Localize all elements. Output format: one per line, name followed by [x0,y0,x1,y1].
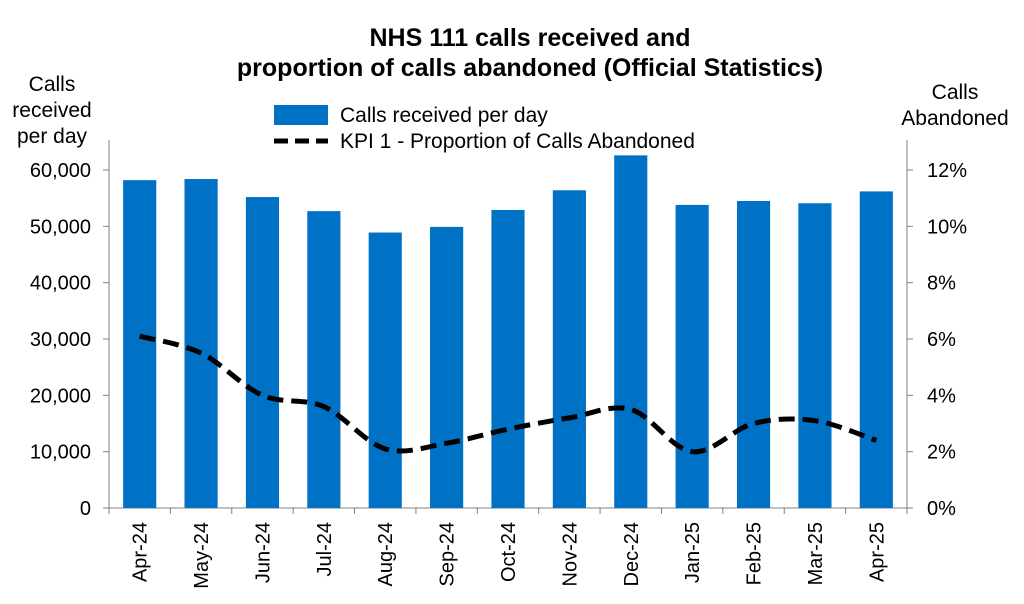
right-tick-label: 4% [927,385,956,407]
bar [552,190,586,508]
left-tick-label: 40,000 [30,273,91,295]
left-axis-label-line-2: received [12,99,91,122]
abandoned-line-group [139,333,878,455]
x-tick-label: Mar-25 [805,522,827,585]
x-tick-label: May-24 [191,522,213,589]
chart-title-line-1: NHS 111 calls received and [369,24,690,52]
right-axis-label-line-2: Abandoned [901,107,1008,130]
x-tick-label: Nov-24 [559,522,581,586]
right-tick-label: 6% [927,329,956,351]
bar [245,197,280,509]
left-tick-label: 50,000 [30,216,91,238]
x-tick-label: Jan-25 [682,522,704,583]
right-axis-label-line-1: Calls [932,81,979,104]
x-tick-label: Feb-25 [744,522,766,585]
bar [430,226,464,508]
x-tick-label: Aug-24 [375,522,397,587]
bar [368,232,402,508]
left-tick-label: 20,000 [30,385,91,407]
bar [798,203,832,508]
left-axis-label-line-3: per day [17,125,88,148]
x-tick-label: Jul-24 [314,522,336,576]
legend-label-kpi1: KPI 1 - Proportion of Calls Abandoned [340,130,695,153]
left-tick-label: 60,000 [30,160,91,182]
x-tick-label: Jun-24 [252,522,274,583]
right-tick-label: 10% [927,216,967,238]
x-tick-label: Sep-24 [437,522,459,587]
tick-labels: 0 10,000 20,000 30,000 40,000 50,000 60,000 0% 2… [30,160,967,589]
bar [123,180,157,508]
x-tick-label: Dec-24 [621,522,643,586]
bar [491,209,525,508]
legend: Calls received per day KPI 1 - Proportio… [274,104,695,153]
left-axis-label-line-1: Calls [29,73,76,96]
bar [614,155,648,508]
left-tick-label: 0 [80,498,91,520]
right-tick-label: 2% [927,442,956,464]
legend-swatch-calls-received [274,105,328,125]
x-tick-label: Apr-25 [866,522,888,582]
left-tick-label: 10,000 [30,442,91,464]
bar [184,179,218,508]
legend-label-calls-received: Calls received per day [340,104,548,127]
bar [675,204,709,508]
x-tick-label: Apr-24 [130,522,152,582]
bar [736,200,771,508]
bars [123,155,893,509]
x-tick-label: Oct-24 [498,522,520,582]
chart-title-line-2: proportion of calls abandoned (Official … [237,54,823,82]
left-tick-label: 30,000 [30,329,91,351]
right-tick-label: 8% [927,273,956,295]
right-tick-label: 0% [927,498,956,520]
right-tick-label: 12% [927,160,967,182]
bar [859,191,893,508]
bar [307,211,341,508]
